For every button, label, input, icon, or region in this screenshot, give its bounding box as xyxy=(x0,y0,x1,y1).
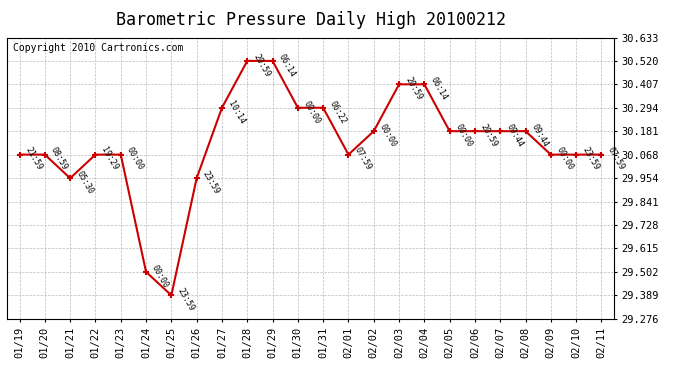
Text: 09:44: 09:44 xyxy=(504,123,524,148)
Text: 19:29: 19:29 xyxy=(99,146,120,172)
Text: Barometric Pressure Daily High 20100212: Barometric Pressure Daily High 20100212 xyxy=(115,11,506,29)
Text: 21:59: 21:59 xyxy=(23,146,44,172)
Text: 00:00: 00:00 xyxy=(454,123,474,148)
Text: 20:59: 20:59 xyxy=(479,123,500,148)
Text: 23:59: 23:59 xyxy=(580,146,600,172)
Text: 06:14: 06:14 xyxy=(428,76,448,102)
Text: 10:14: 10:14 xyxy=(226,99,246,125)
Text: 00:00: 00:00 xyxy=(555,146,575,172)
Text: Copyright 2010 Cartronics.com: Copyright 2010 Cartronics.com xyxy=(13,43,184,53)
Text: 06:22: 06:22 xyxy=(327,99,348,125)
Text: 20:59: 20:59 xyxy=(403,76,424,102)
Text: 00:00: 00:00 xyxy=(302,99,322,125)
Text: 06:14: 06:14 xyxy=(277,52,297,78)
Text: 00:00: 00:00 xyxy=(150,263,170,290)
Text: 08:59: 08:59 xyxy=(49,146,69,172)
Text: 05:30: 05:30 xyxy=(75,170,95,196)
Text: 23:59: 23:59 xyxy=(175,286,196,313)
Text: 23:59: 23:59 xyxy=(201,170,221,196)
Text: 00:00: 00:00 xyxy=(378,123,398,148)
Text: 07:59: 07:59 xyxy=(353,146,373,172)
Text: 20:59: 20:59 xyxy=(251,52,272,78)
Text: 00:00: 00:00 xyxy=(125,146,145,172)
Text: 07:59: 07:59 xyxy=(606,146,626,172)
Text: 09:44: 09:44 xyxy=(530,123,550,148)
